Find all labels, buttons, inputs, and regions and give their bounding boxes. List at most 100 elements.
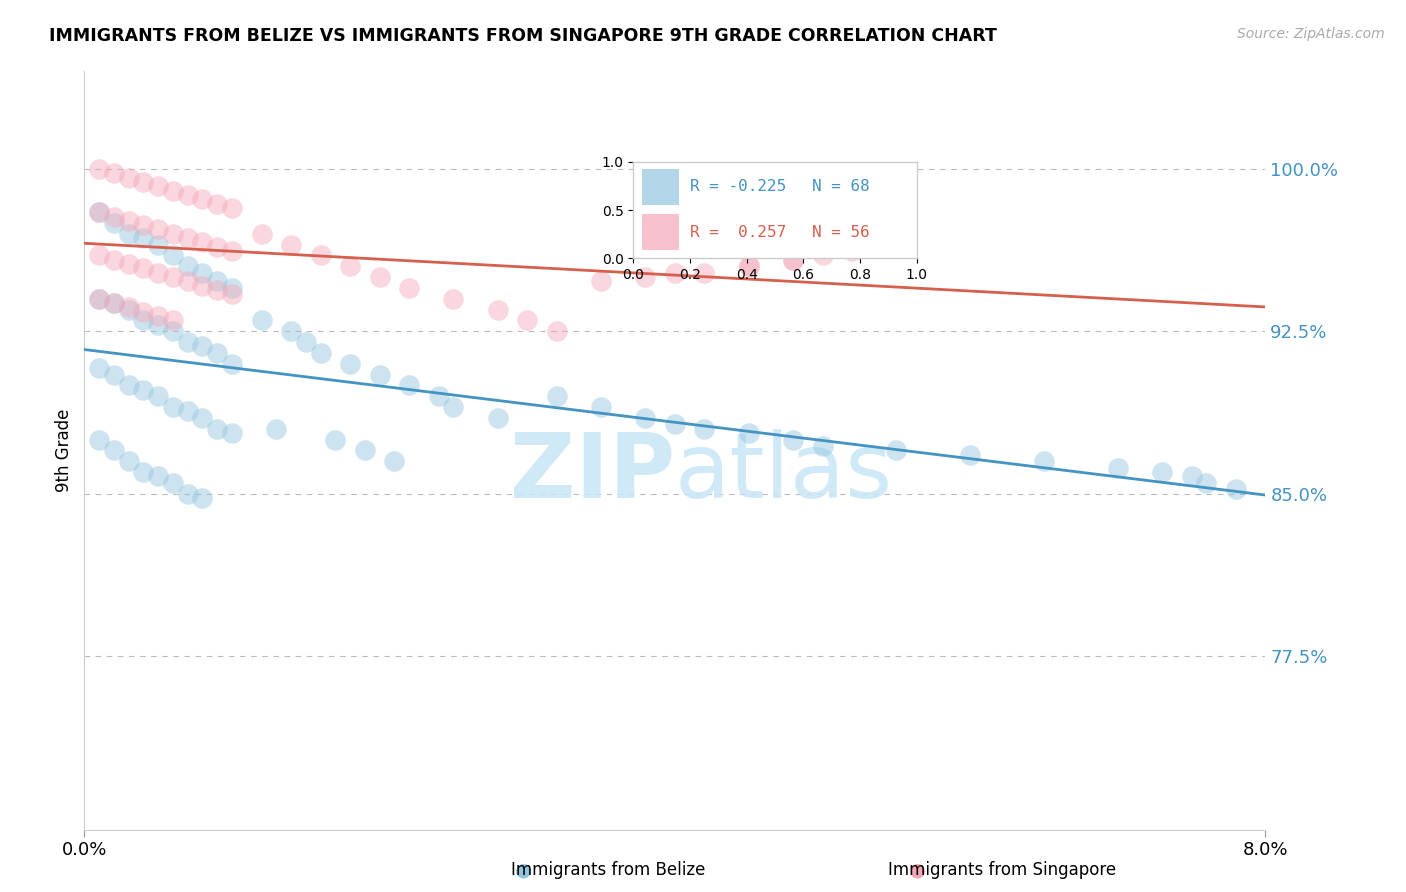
Point [103, 216, 125, 230]
Point [591, 400, 613, 414]
Point [516, 313, 538, 327]
Point [162, 270, 184, 285]
Point [132, 218, 155, 232]
Point [339, 260, 361, 274]
Point [782, 252, 804, 267]
Text: IMMIGRANTS FROM BELIZE VS IMMIGRANTS FROM SINGAPORE 9TH GRADE CORRELATION CHART: IMMIGRANTS FROM BELIZE VS IMMIGRANTS FRO… [49, 27, 997, 45]
Point [162, 475, 184, 490]
Point [325, 433, 347, 447]
Point [191, 491, 214, 505]
Point [191, 192, 214, 206]
Point [87, 205, 111, 219]
Point [207, 196, 229, 211]
Point [782, 252, 804, 267]
Point [177, 404, 200, 418]
Point [221, 426, 243, 441]
Point [221, 287, 243, 301]
Point [295, 335, 318, 350]
Point [87, 205, 111, 219]
Point [118, 214, 141, 228]
Point [309, 248, 332, 262]
Point [546, 389, 568, 403]
Point [177, 231, 200, 245]
Text: N = 68: N = 68 [811, 179, 870, 194]
Point [87, 248, 111, 262]
Point [148, 309, 170, 323]
Point [250, 227, 273, 241]
Point [148, 469, 170, 483]
Point [1107, 460, 1129, 475]
Point [87, 433, 111, 447]
Point [118, 301, 141, 315]
Point [486, 411, 509, 425]
Text: R = -0.225: R = -0.225 [690, 179, 786, 194]
Point [339, 357, 361, 371]
Point [118, 170, 141, 185]
Point [1150, 465, 1173, 479]
Point [221, 244, 243, 259]
Point [811, 248, 834, 262]
Point [309, 346, 332, 360]
Point [207, 422, 229, 436]
Point [221, 357, 243, 371]
Point [118, 302, 141, 317]
Point [118, 378, 141, 392]
Point [103, 210, 125, 224]
Point [207, 283, 229, 297]
Point [221, 201, 243, 215]
Text: atlas: atlas [675, 429, 893, 517]
Text: Source: ZipAtlas.com: Source: ZipAtlas.com [1237, 27, 1385, 41]
Point [162, 313, 184, 327]
Point [664, 266, 686, 280]
Point [191, 278, 214, 293]
Point [87, 361, 111, 376]
Point [148, 222, 170, 236]
Point [132, 175, 155, 189]
Point [132, 261, 155, 276]
Point [384, 454, 406, 468]
Point [148, 179, 170, 194]
Point [591, 275, 613, 289]
Point [368, 270, 391, 285]
Point [162, 324, 184, 338]
Point [693, 422, 716, 436]
Point [103, 368, 125, 382]
Point [841, 244, 863, 259]
Point [148, 389, 170, 403]
FancyBboxPatch shape [643, 169, 679, 205]
Point [162, 227, 184, 241]
Point [177, 487, 200, 501]
Point [132, 465, 155, 479]
Point [148, 237, 170, 252]
Point [148, 318, 170, 332]
Point [177, 335, 200, 350]
Point [221, 281, 243, 295]
Point [103, 443, 125, 458]
Text: R =  0.257: R = 0.257 [690, 225, 786, 240]
Point [634, 270, 657, 285]
Point [207, 275, 229, 289]
Point [118, 227, 141, 241]
Point [103, 166, 125, 180]
Point [250, 313, 273, 327]
Point [280, 324, 302, 338]
Point [162, 248, 184, 262]
Point [738, 260, 761, 274]
Point [118, 257, 141, 271]
Point [118, 454, 141, 468]
Point [177, 260, 200, 274]
Point [191, 266, 214, 280]
Point [132, 231, 155, 245]
Point [634, 411, 657, 425]
FancyBboxPatch shape [643, 214, 679, 251]
Point [1033, 454, 1056, 468]
Point [191, 411, 214, 425]
Point [87, 292, 111, 306]
Point [664, 417, 686, 432]
Point [782, 433, 804, 447]
Point [103, 296, 125, 310]
Point [546, 324, 568, 338]
Point [959, 448, 981, 462]
Point [280, 237, 302, 252]
Point [486, 302, 509, 317]
